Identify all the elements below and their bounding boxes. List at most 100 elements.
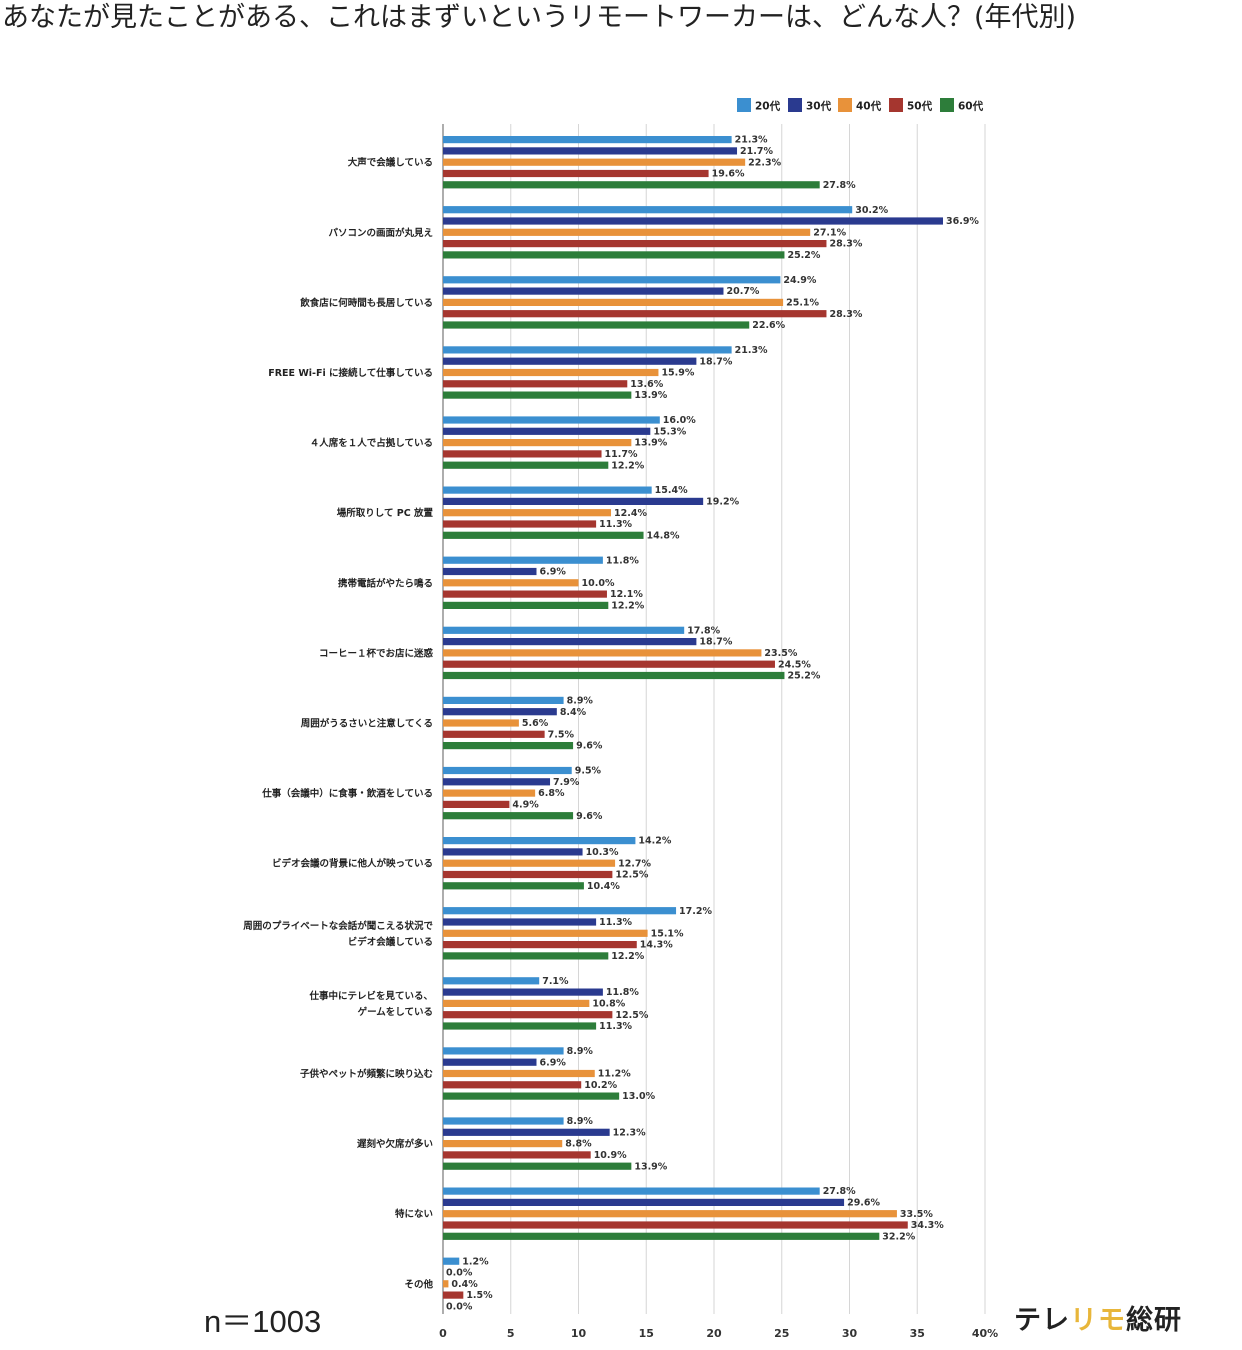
- brand-part-3: モ: [1098, 1305, 1126, 1336]
- bar: [443, 439, 632, 447]
- category-label: 大声で会議している: [348, 157, 433, 169]
- bar-value-label: 25.2%: [787, 671, 820, 682]
- bar: [443, 766, 572, 775]
- category-label: パソコンの画面が丸見え: [328, 227, 433, 239]
- bar: [443, 520, 597, 528]
- bar: [443, 321, 750, 329]
- bar-value-label: 5.6%: [522, 718, 549, 729]
- category-label: 飲食店に何時間も長居している: [299, 297, 433, 309]
- bar: [443, 708, 557, 716]
- bar-value-label: 13.9%: [634, 1161, 667, 1172]
- legend-label: 20代: [755, 100, 781, 113]
- bar: [443, 918, 597, 926]
- x-tick-label: 40%: [972, 1327, 998, 1340]
- category-label: 周囲がうるさいと注意してくる: [301, 718, 433, 730]
- bar: [443, 882, 584, 890]
- bar-value-label: 7.5%: [548, 729, 575, 740]
- bar-value-label: 0.0%: [446, 1302, 473, 1313]
- bar-value-label: 12.5%: [615, 1010, 648, 1021]
- bar-value-label: 11.7%: [605, 449, 638, 460]
- bar-value-label: 33.5%: [900, 1209, 933, 1220]
- category-label: 携帯電話がやたら鳴る: [338, 577, 433, 589]
- bar-value-label: 12.2%: [611, 951, 644, 962]
- bar: [443, 696, 564, 704]
- bar: [443, 1081, 582, 1089]
- bar-value-label: 10.4%: [587, 881, 620, 892]
- bar: [443, 590, 607, 598]
- bar-value-label: 32.2%: [882, 1231, 915, 1242]
- bar-value-label: 8.9%: [567, 1116, 594, 1127]
- bar-value-label: 11.3%: [599, 1021, 632, 1032]
- bar-value-label: 15.4%: [655, 485, 688, 496]
- bar: [443, 789, 536, 797]
- bar-value-label: 11.3%: [599, 917, 632, 928]
- bar: [443, 416, 660, 424]
- bar: [443, 812, 574, 820]
- bar: [443, 287, 724, 295]
- bar: [443, 1232, 880, 1240]
- bar-value-label: 20.7%: [726, 286, 759, 297]
- legend-label: 60代: [958, 100, 984, 113]
- brand-part-2: リ: [1070, 1305, 1098, 1336]
- bar: [443, 907, 677, 915]
- bar: [443, 1140, 563, 1148]
- bar-value-label: 29.6%: [847, 1198, 880, 1209]
- x-tick-label: 0: [439, 1327, 447, 1340]
- bar-value-label: 18.7%: [699, 356, 732, 367]
- bar: [443, 391, 632, 399]
- legend-swatch: [838, 98, 852, 112]
- category-label: ４人席を１人で占拠している: [310, 437, 433, 449]
- bar: [443, 556, 603, 564]
- bar-value-label: 12.3%: [613, 1127, 646, 1138]
- category-label: 仕事（会議中）に食事・飲酒をしている: [261, 788, 433, 800]
- bar-value-label: 9.6%: [576, 811, 603, 822]
- bar-value-label: 25.2%: [787, 250, 820, 261]
- bar-value-label: 1.5%: [466, 1290, 493, 1301]
- bar: [443, 778, 551, 786]
- bar: [443, 1198, 845, 1206]
- bar: [443, 870, 613, 879]
- bar-value-label: 10.2%: [584, 1080, 617, 1091]
- bar: [443, 848, 583, 856]
- bar-value-label: 22.6%: [752, 320, 785, 331]
- bar: [443, 181, 820, 189]
- bar-value-label: 19.2%: [706, 497, 739, 508]
- category-label: ゲームをしている: [358, 1006, 433, 1018]
- legend-label: 50代: [907, 100, 933, 113]
- x-tick-label: 15: [639, 1327, 654, 1340]
- bar-value-label: 13.6%: [630, 379, 663, 390]
- bar: [443, 671, 785, 680]
- bar-value-label: 28.3%: [829, 309, 862, 320]
- bar-value-label: 7.9%: [553, 777, 580, 788]
- bar-value-label: 36.9%: [946, 216, 979, 227]
- bar-value-label: 11.8%: [606, 555, 639, 566]
- bar: [443, 567, 537, 576]
- bar-value-label: 13.0%: [622, 1091, 655, 1102]
- bar: [443, 1162, 632, 1170]
- bar-value-label: 8.9%: [567, 1046, 594, 1057]
- bar: [443, 977, 540, 985]
- bar: [443, 1117, 564, 1125]
- bar-value-label: 12.2%: [611, 460, 644, 471]
- brand-logo: テレリモ総研: [1014, 1298, 1182, 1337]
- bar-value-label: 9.6%: [576, 741, 603, 752]
- category-label: ビデオ会議の背景に他人が映っている: [272, 858, 433, 870]
- bar-value-label: 14.3%: [640, 940, 673, 951]
- sample-size: n＝1003: [204, 1304, 322, 1339]
- bar-value-label: 21.3%: [735, 135, 768, 146]
- bar-value-label: 6.8%: [538, 788, 565, 799]
- bar-value-label: 15.3%: [653, 426, 686, 437]
- x-tick-label: 25: [774, 1327, 789, 1340]
- bar-value-label: 6.9%: [539, 1057, 566, 1068]
- bar-value-label: 1.2%: [462, 1256, 489, 1267]
- bar-value-label: 15.9%: [661, 368, 694, 379]
- bar-value-label: 27.8%: [823, 1186, 856, 1197]
- bar-value-label: 21.3%: [735, 345, 768, 356]
- brand-part-1: テレ: [1014, 1305, 1070, 1336]
- bar-value-label: 24.5%: [778, 659, 811, 670]
- bar: [443, 1257, 460, 1265]
- bar-value-label: 21.7%: [740, 146, 773, 157]
- bar: [443, 1128, 610, 1136]
- bar: [443, 1221, 908, 1229]
